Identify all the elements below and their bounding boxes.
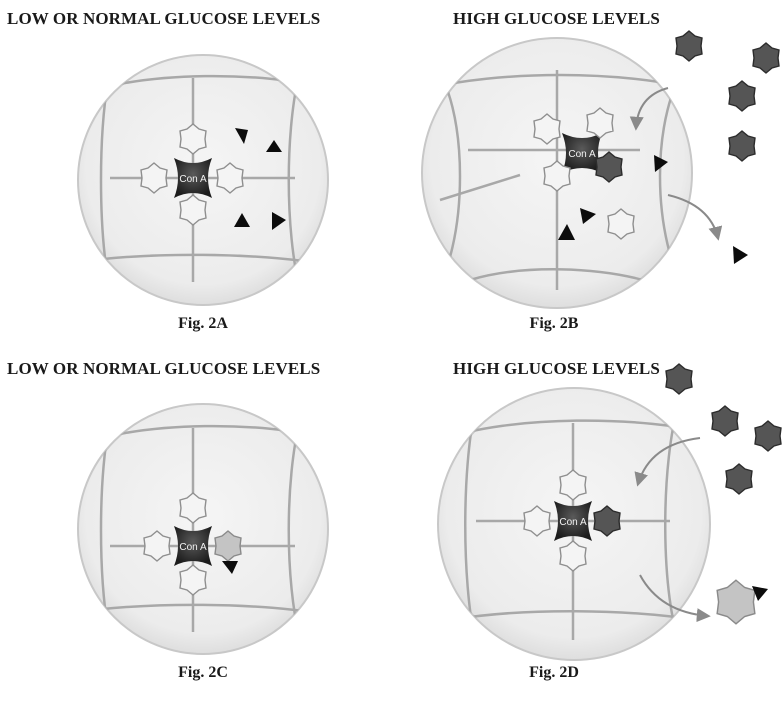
- con-a-complex-fig-2c: Con A: [174, 526, 212, 566]
- glucose-molecule: [754, 420, 782, 452]
- drug-molecule: [558, 224, 575, 240]
- heading-fig-2c: LOW OR NORMAL GLUCOSE LEVELS: [7, 359, 321, 378]
- light-sugar: [586, 107, 614, 139]
- arrows-fig-2b: [629, 87, 723, 241]
- arrow-in: [634, 437, 701, 487]
- light-sugar: [179, 194, 207, 226]
- drug-molecule: [654, 155, 668, 172]
- light-sugar: [523, 505, 551, 537]
- drug-molecule: [752, 586, 768, 601]
- con-a-label: Con A: [559, 517, 587, 528]
- light-sugars-fig-2d: [523, 469, 587, 572]
- drug-molecule: [272, 212, 286, 230]
- light-sugars-fig-2b: [533, 107, 635, 240]
- light-sugar: [143, 530, 171, 562]
- glucose-molecule: [725, 463, 753, 495]
- drug-molecule: [235, 128, 248, 144]
- con-a-complex-fig-2b: Con A: [562, 133, 602, 173]
- light-sugar: [607, 208, 635, 240]
- drug-molecule: [234, 213, 250, 227]
- sphere-fig-2c: [77, 403, 329, 655]
- light-sugar: [179, 492, 207, 524]
- con-a-complex-fig-2a: Con A: [174, 158, 212, 198]
- drug-molecules-fig-2b: [558, 155, 748, 264]
- glucose-molecule: [752, 42, 780, 74]
- caption-fig-2c: Fig. 2C: [178, 664, 228, 681]
- glucose-molecule: [728, 130, 756, 162]
- con-a-label: Con A: [179, 174, 207, 185]
- con-a-label: Con A: [568, 149, 596, 160]
- released-complex-fig-2d: [716, 579, 768, 625]
- glucose-molecule: [675, 30, 703, 62]
- glucose-molecules-fig-2b: [595, 30, 780, 183]
- light-sugars-fig-2c: [143, 492, 207, 596]
- con-a-label: Con A: [179, 542, 207, 553]
- arrow-in: [629, 87, 669, 131]
- light-sugars-fig-2a: [140, 123, 244, 226]
- arrows-fig-2d: [634, 437, 711, 623]
- heading-fig-2b: HIGH GLUCOSE LEVELS: [453, 9, 660, 28]
- drug-molecules-fig-2a: [234, 128, 286, 230]
- heading-fig-2a: LOW OR NORMAL GLUCOSE LEVELS: [7, 9, 321, 28]
- glucose-molecule: [728, 80, 756, 112]
- light-sugar: [543, 160, 571, 192]
- con-a-complex-fig-2d: Con A: [554, 501, 592, 541]
- light-sugar: [216, 162, 244, 194]
- light-sugar: [559, 469, 587, 501]
- glucose-molecule: [593, 505, 621, 537]
- light-sugar: [559, 540, 587, 572]
- heading-fig-2d: HIGH GLUCOSE LEVELS: [453, 359, 660, 378]
- caption-fig-2b: Fig. 2B: [529, 315, 579, 332]
- drug-molecule: [222, 561, 238, 574]
- drug-molecule: [580, 208, 596, 224]
- glucose-molecules-fig-2d: [593, 363, 782, 537]
- bound-drug-sugar-fig-2c: [214, 530, 242, 574]
- light-sugar: [179, 564, 207, 596]
- caption-fig-2a: Fig. 2A: [178, 315, 228, 332]
- drug-molecule: [266, 140, 282, 152]
- light-sugar: [140, 162, 168, 194]
- arrow-out: [667, 194, 723, 241]
- light-sugar: [179, 123, 207, 155]
- glucose-molecule: [665, 363, 693, 395]
- light-sugar: [533, 113, 561, 145]
- glucose-molecule: [711, 405, 739, 437]
- glucose-molecule: [595, 151, 623, 183]
- caption-fig-2d: Fig. 2D: [529, 664, 579, 681]
- arrow-out: [639, 574, 711, 623]
- drug-molecule: [733, 246, 748, 264]
